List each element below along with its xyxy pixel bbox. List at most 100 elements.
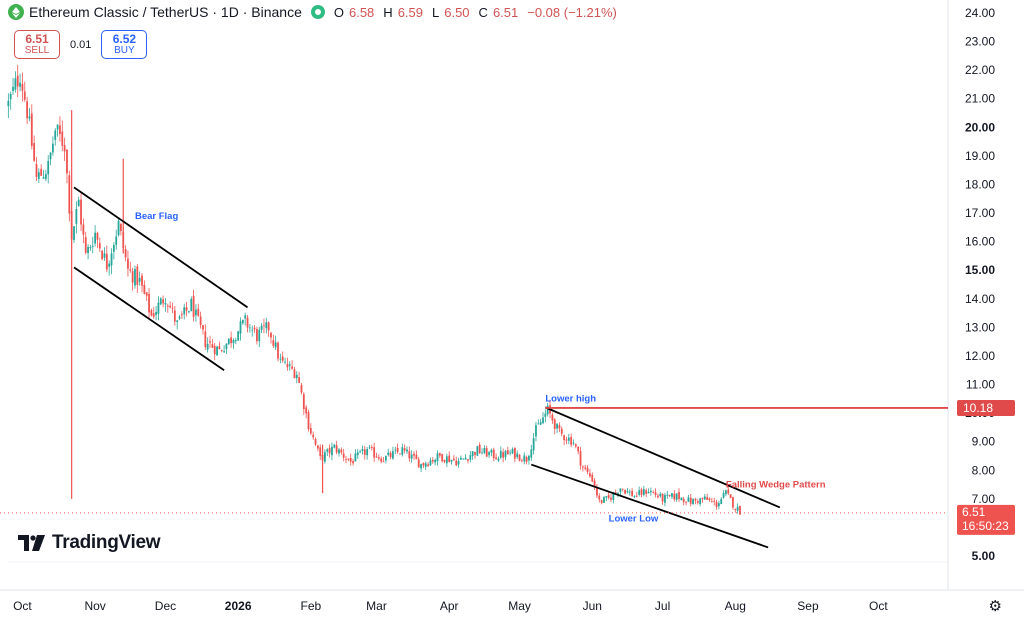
chart-annotation[interactable]: Lower Low [609,514,659,525]
candle-body [699,498,702,504]
tradingview-wordmark: TradingView [52,532,161,553]
candle-body [610,497,612,500]
candle-body [645,490,648,494]
tradingview-logo[interactable]: TradingView [18,532,161,554]
symbol-title[interactable]: Ethereum Classic / TetherUS · 1D · Binan… [29,4,302,20]
buy-button[interactable]: 6.52 BUY [101,30,148,59]
market-open-icon [310,5,325,19]
candle-body [581,466,584,468]
candle-body [722,492,725,498]
candle-body [352,461,354,464]
trend-line[interactable] [73,266,225,371]
candle-body [162,299,165,304]
x-tick-label: Dec [155,599,176,613]
candle-body [492,449,495,459]
candle-body [673,493,676,500]
candle-body [141,275,143,286]
y-tick-label: 15.00 [965,263,995,277]
candle-body [626,490,629,493]
candle-body [729,494,732,499]
candle-body [263,325,265,327]
candle-body [370,447,373,448]
candle-body [295,374,298,379]
candle-body [516,453,519,458]
candle-body [649,490,652,493]
trend-line[interactable] [530,463,769,549]
candle-body [628,491,631,493]
candle-body [267,322,270,331]
chart-annotation[interactable]: Falling Wedge Pattern [726,479,826,490]
candle-body [47,160,50,175]
sell-price: 6.51 [25,31,49,46]
candle-body [544,413,547,417]
candle-body [560,428,563,434]
candle-body [657,495,659,498]
candle-body [155,312,157,315]
candle-body [706,497,709,500]
candle-body [532,438,535,451]
y-tick-label: 11.00 [966,378,995,392]
x-tick-label: Nov [84,599,105,613]
candle-body [164,302,167,305]
trend-line[interactable] [544,406,781,509]
candle-body [28,116,31,119]
trend-line[interactable] [73,186,249,309]
candle-body [342,453,345,458]
x-tick-label: Apr [440,599,459,613]
y-tick-label: 12.00 [965,349,995,363]
candle-body [513,447,516,459]
candle-body [98,243,101,249]
candle-body [363,449,366,455]
y-tick-label: 20.00 [965,120,995,134]
candle-body [274,342,277,348]
candle-body [574,444,577,447]
candle-body [253,327,256,330]
candle-body [708,498,711,501]
y-tick-label: 7.00 [972,492,996,506]
candle-body [120,224,122,231]
candle-body [239,321,242,334]
candle-body [563,435,566,441]
chart-annotation[interactable]: Lower high [545,394,596,405]
high-value: 6.59 [397,4,423,20]
y-tick-label: 8.00 [972,463,996,477]
candle-body [89,247,92,248]
candle-body [687,497,690,502]
sell-button[interactable]: 6.51 SELL [14,30,60,59]
candle-body [324,452,326,462]
candle-body [525,456,528,462]
candle-body [260,325,263,330]
candle-body [476,446,479,456]
last-price-value: 6.51 [962,505,986,519]
candle-body [567,437,570,441]
candle-body [380,458,383,462]
candle-body [307,412,310,430]
candle-body [105,253,108,270]
candle-body [518,454,521,461]
chart-annotation[interactable]: Bear Flag [135,211,178,222]
candle-body [145,292,148,296]
candle-body [420,464,422,469]
candle-body [124,249,127,258]
candle-body [272,340,275,346]
candle-body [713,500,716,502]
candle-body [52,143,54,153]
candle-body [570,437,573,445]
candle-body [227,338,230,345]
candle-body [460,457,462,460]
candle-body [248,327,251,329]
candle-body [169,305,172,308]
candle-body [584,467,587,469]
candle-body [642,489,645,495]
candle-body [521,460,523,462]
candle-body [485,448,488,457]
candle-body [326,449,329,452]
candle-body [293,369,296,378]
chart-settings-icon[interactable]: ⚙ [988,598,1002,615]
candle-body [488,452,490,456]
candle-body [279,358,282,360]
candle-body [710,501,713,503]
candle-body [96,232,99,240]
